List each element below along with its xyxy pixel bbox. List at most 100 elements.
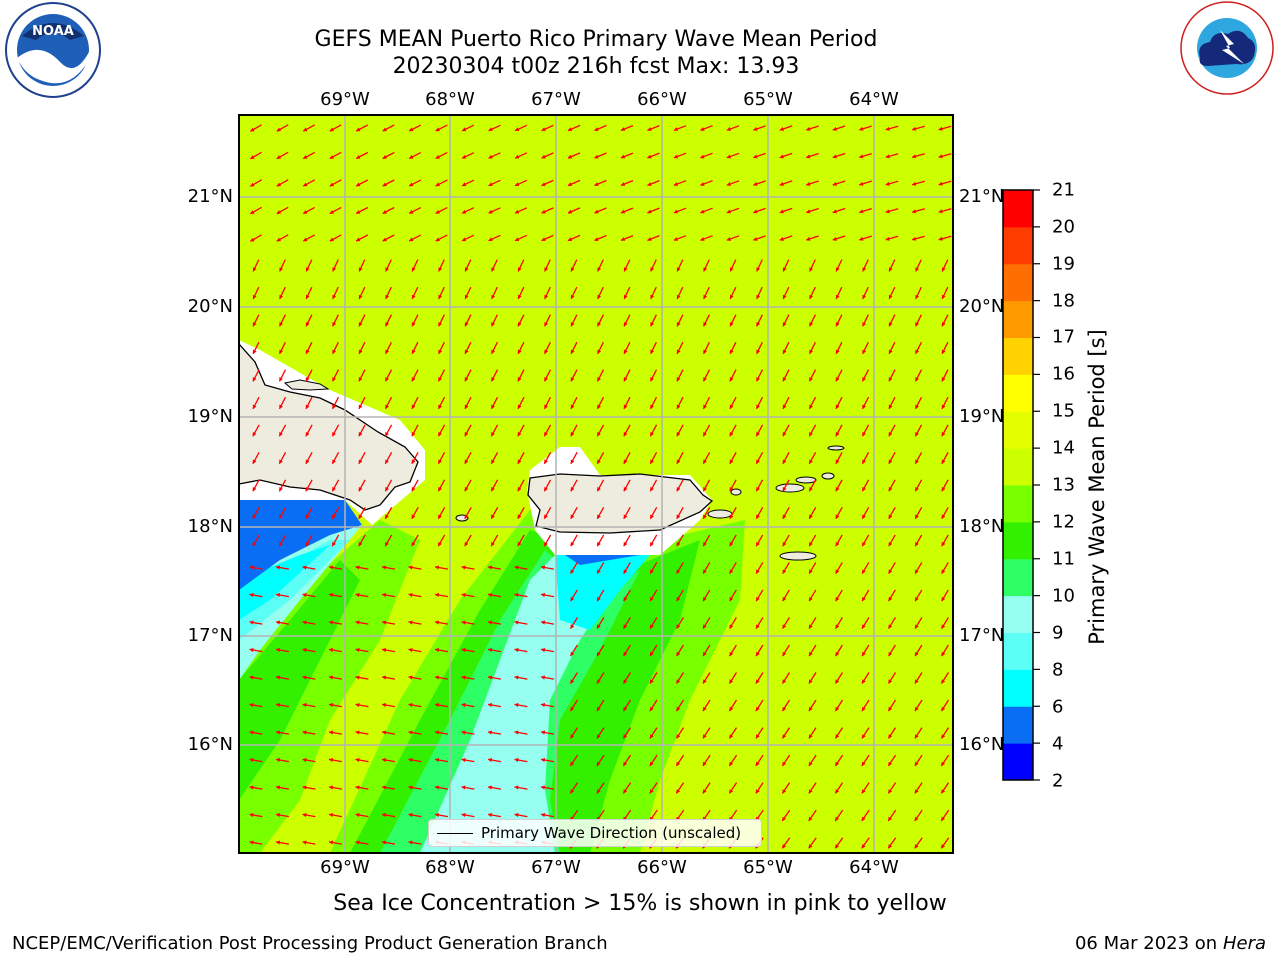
wave-direction-arrow [753, 235, 766, 241]
colorbar-swatch [1003, 337, 1033, 375]
wave-direction-arrow [252, 534, 260, 547]
wave-direction-arrow [622, 754, 632, 767]
wave-direction-arrow [726, 152, 740, 159]
colorbar-swatch [1003, 521, 1033, 560]
wave-direction-arrow [302, 785, 316, 790]
wave-direction-arrow [384, 534, 393, 547]
wave-direction-arrow [596, 369, 605, 382]
wave-direction-arrow [861, 396, 870, 410]
wave-direction-arrow [782, 589, 790, 602]
wave-direction-arrow [858, 125, 872, 131]
wave-direction-arrow [594, 124, 607, 132]
wave-direction-arrow [914, 451, 923, 465]
wave-direction-arrow [570, 644, 578, 657]
wave-direction-arrow [305, 534, 313, 547]
wave-direction-arrow [649, 479, 658, 492]
small-island [821, 472, 835, 480]
wave-direction-arrow [782, 479, 790, 492]
wave-direction-arrow [755, 782, 764, 794]
wave-direction-arrow [782, 424, 790, 437]
wave-direction-arrow [567, 179, 581, 187]
wave-direction-arrow [541, 207, 554, 214]
wave-direction-arrow [861, 672, 870, 684]
wave-direction-arrow [675, 754, 685, 767]
wave-direction-arrow [355, 179, 369, 187]
colorbar-tick: 8 [1052, 659, 1064, 681]
wave-direction-arrow [249, 757, 263, 763]
wave-direction-arrow [384, 506, 393, 520]
wave-direction-arrow [384, 369, 393, 382]
wave-direction-arrow [885, 235, 899, 241]
wave-direction-arrow [249, 785, 263, 790]
wave-direction-arrow [649, 727, 658, 739]
wave-direction-arrow [544, 286, 551, 300]
wave-direction-arrow [729, 286, 737, 300]
colorbar [1002, 189, 1040, 781]
wave-direction-arrow [700, 207, 713, 214]
wave-direction-arrow [676, 424, 684, 437]
wave-direction-arrow [781, 672, 791, 684]
small-island [827, 445, 845, 451]
wave-direction-arrow [914, 782, 923, 794]
wave-direction-arrow [302, 730, 316, 735]
wave-direction-arrow [464, 506, 472, 520]
wave-direction-arrow [728, 782, 738, 794]
wave-direction-arrow [597, 314, 604, 327]
wave-direction-arrow [781, 699, 791, 712]
wave-direction-arrow [808, 396, 817, 410]
wave-direction-arrow [328, 647, 343, 653]
wave-direction-arrow [755, 644, 764, 657]
wave-direction-arrow [594, 179, 607, 187]
wave-direction-arrow [487, 592, 502, 598]
wave-direction-arrow [437, 369, 446, 382]
wave-direction-arrow [834, 699, 844, 712]
nws-logo [1180, 1, 1274, 95]
wave-direction-arrow [675, 727, 685, 739]
wave-direction-arrow [332, 314, 339, 327]
wave-direction-arrow [938, 235, 952, 241]
wave-direction-arrow [941, 259, 949, 272]
wave-direction-arrow [650, 341, 657, 355]
wave-direction-arrow [279, 259, 286, 272]
wave-direction-arrow [250, 124, 262, 132]
wave-direction-arrow [834, 727, 844, 739]
wave-direction-arrow [941, 286, 949, 300]
wave-direction-arrow [729, 314, 737, 327]
wave-direction-arrow [278, 479, 287, 492]
wave-direction-arrow [461, 179, 475, 187]
wave-direction-arrow [649, 562, 658, 574]
wave-direction-arrow [514, 234, 528, 242]
wave-direction-arrow [888, 341, 896, 355]
wave-direction-arrow [328, 785, 343, 790]
lat-label-left: 19°N [187, 406, 233, 427]
wave-direction-arrow [888, 534, 896, 547]
wave-direction-arrow [461, 124, 475, 132]
lon-label-top: 66°W [637, 89, 687, 110]
wave-direction-arrow [358, 341, 366, 355]
wave-direction-arrow [888, 286, 896, 300]
wave-direction-arrow [649, 396, 658, 410]
wave-direction-arrow [808, 809, 817, 822]
wave-direction-arrow [941, 479, 949, 492]
wave-direction-arrow [381, 785, 396, 790]
colorbar-swatch [1003, 411, 1033, 449]
wave-direction-arrow [487, 620, 502, 625]
wave-direction-arrow [597, 259, 604, 272]
lon-label-bottom: 65°W [743, 857, 793, 878]
wave-direction-arrow [461, 675, 475, 680]
wave-direction-arrow [464, 396, 472, 410]
wave-direction-arrow [779, 207, 793, 214]
wave-direction-arrow [700, 152, 713, 159]
wave-direction-arrow [702, 506, 711, 520]
wave-direction-arrow [809, 286, 816, 300]
wave-direction-arrow [540, 647, 555, 653]
wave-direction-arrow [438, 314, 445, 327]
wave-direction-arrow [596, 699, 605, 712]
wave-direction-arrow [408, 152, 422, 159]
wave-direction-arrow [276, 124, 289, 132]
wave-direction-arrow [623, 589, 631, 602]
wave-direction-arrow [835, 479, 843, 492]
wave-direction-arrow [252, 259, 260, 272]
wave-direction-arrow [808, 699, 817, 712]
wave-direction-arrow [861, 589, 870, 602]
